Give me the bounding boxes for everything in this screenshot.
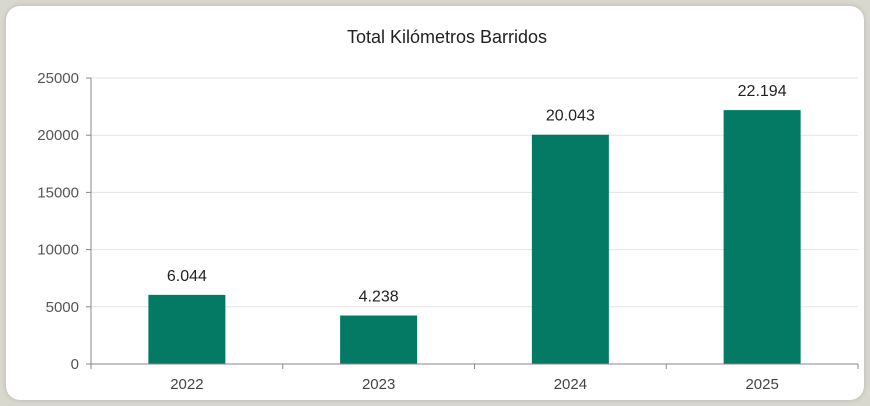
chart-card: Total Kilómetros Barridos 0 5000 10000 1500… xyxy=(6,6,864,400)
bar-2022 xyxy=(148,294,226,364)
y-tick-label: 5000 xyxy=(46,299,79,316)
y-tick-label: 25000 xyxy=(37,70,79,87)
bar-2023 xyxy=(340,315,418,364)
data-labels: 6.044 4.238 20.043 22.194 xyxy=(167,83,787,305)
y-tick-label: 20000 xyxy=(37,127,79,144)
bar-2025 xyxy=(723,110,801,364)
bars xyxy=(148,110,801,364)
y-tick-label: 15000 xyxy=(37,184,79,201)
x-tick-label: 2022 xyxy=(170,376,203,393)
y-tick-label: 0 xyxy=(71,356,79,373)
x-tick-label: 2024 xyxy=(554,376,587,393)
y-axis-ticks: 0 5000 10000 15000 20000 25000 xyxy=(37,70,91,373)
data-label-2022: 6.044 xyxy=(167,268,207,285)
chart-title: Total Kilómetros Barridos xyxy=(347,27,547,47)
x-axis: 2022 2023 2024 2025 xyxy=(90,78,859,393)
data-label-2025: 22.194 xyxy=(738,83,787,100)
data-label-2023: 4.238 xyxy=(359,289,399,306)
x-tick-label: 2023 xyxy=(362,376,395,393)
bar-chart: Total Kilómetros Barridos 0 5000 10000 1500… xyxy=(37,27,859,393)
data-label-2024: 20.043 xyxy=(546,108,595,125)
y-tick-label: 10000 xyxy=(37,242,79,259)
x-tick-label: 2025 xyxy=(745,376,778,393)
bar-2024 xyxy=(531,134,609,364)
